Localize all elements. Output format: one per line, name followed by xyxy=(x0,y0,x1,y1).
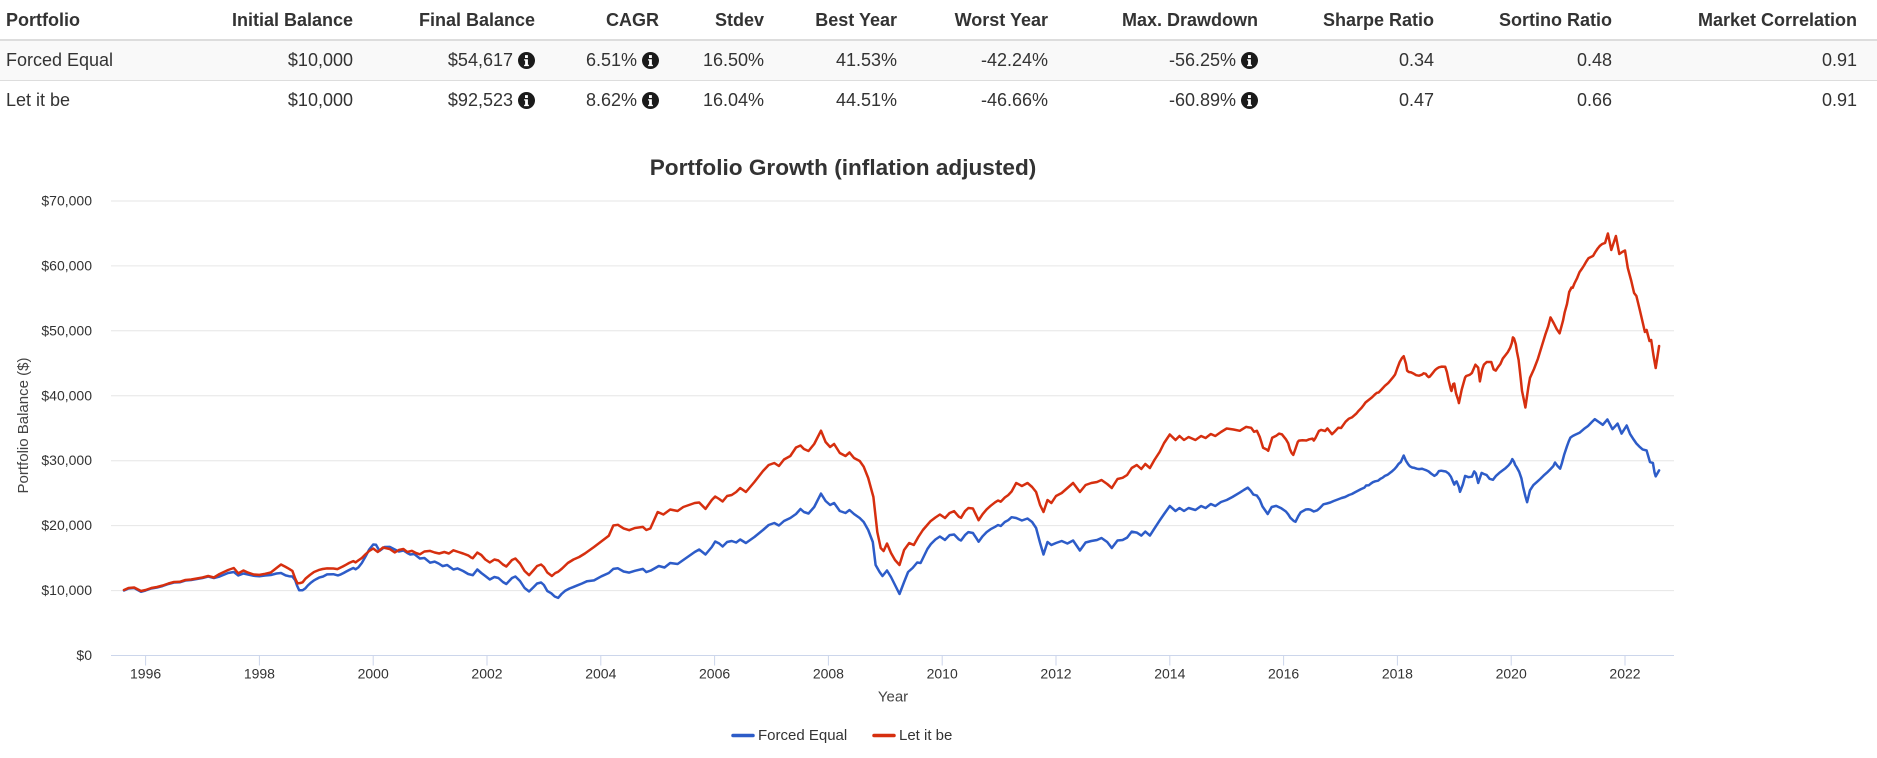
svg-text:$30,000: $30,000 xyxy=(41,452,92,468)
svg-text:2010: 2010 xyxy=(927,666,958,682)
svg-text:Portfolio Balance ($): Portfolio Balance ($) xyxy=(15,358,32,494)
svg-text:2020: 2020 xyxy=(1496,666,1527,682)
svg-text:2022: 2022 xyxy=(1609,666,1640,682)
svg-text:1996: 1996 xyxy=(130,666,161,682)
svg-text:2008: 2008 xyxy=(813,666,844,682)
svg-text:$40,000: $40,000 xyxy=(41,387,92,403)
svg-text:Portfolio Growth (inflation ad: Portfolio Growth (inflation adjusted) xyxy=(650,155,1037,180)
svg-text:Year: Year xyxy=(878,689,908,706)
svg-text:2000: 2000 xyxy=(358,666,389,682)
svg-text:2018: 2018 xyxy=(1382,666,1413,682)
svg-text:2006: 2006 xyxy=(699,666,730,682)
svg-text:Forced Equal: Forced Equal xyxy=(758,727,847,744)
svg-text:$60,000: $60,000 xyxy=(41,257,92,273)
svg-text:1998: 1998 xyxy=(244,666,275,682)
svg-text:$50,000: $50,000 xyxy=(41,322,92,338)
svg-text:$10,000: $10,000 xyxy=(41,582,92,598)
svg-text:Let it be: Let it be xyxy=(899,727,952,744)
svg-text:$0: $0 xyxy=(76,647,92,663)
svg-text:$20,000: $20,000 xyxy=(41,517,92,533)
svg-text:2002: 2002 xyxy=(471,666,502,682)
svg-text:2014: 2014 xyxy=(1154,666,1185,682)
svg-text:2004: 2004 xyxy=(585,666,616,682)
svg-text:2012: 2012 xyxy=(1040,666,1071,682)
svg-text:$70,000: $70,000 xyxy=(41,193,92,209)
svg-text:2016: 2016 xyxy=(1268,666,1299,682)
